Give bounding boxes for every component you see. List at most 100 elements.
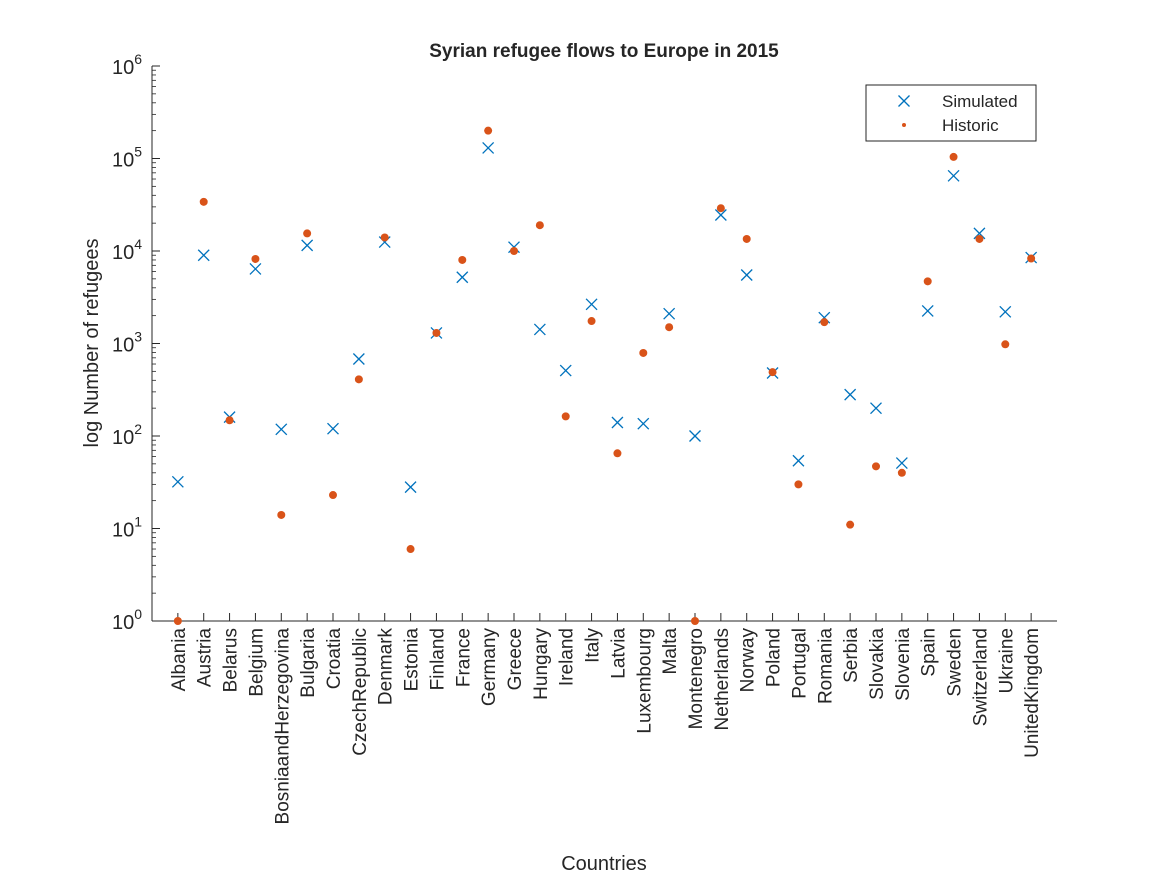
simulated-point — [197, 249, 210, 262]
simulated-point — [533, 323, 546, 336]
y-tick-label: 100 — [112, 606, 142, 634]
x-tick-label: Slovenia — [893, 628, 914, 701]
historic-point — [846, 520, 855, 529]
simulated-point — [663, 307, 676, 320]
x-tick-label: Spain — [919, 628, 940, 677]
y-tick-label: 103 — [112, 329, 142, 357]
historic-point — [820, 318, 829, 327]
x-tick-label: Greece — [505, 628, 526, 690]
historic-point — [535, 221, 544, 230]
historic-point — [716, 204, 725, 213]
historic-point — [561, 412, 570, 421]
x-tick-label: Ukraine — [996, 628, 1017, 693]
legend-box — [865, 84, 1037, 142]
simulated-point — [844, 388, 857, 401]
x-axis-label: Countries — [561, 853, 647, 875]
historic-point — [458, 255, 467, 264]
historic-point — [1027, 254, 1036, 263]
y-tick-label: 105 — [112, 144, 142, 172]
historic-point — [587, 317, 596, 326]
historic-point — [380, 233, 389, 242]
x-tick-label: Sweden — [945, 628, 966, 697]
y-tick-label: 102 — [112, 421, 142, 449]
historic-point — [1001, 340, 1010, 349]
simulated-point — [559, 364, 572, 377]
historic-point — [897, 468, 906, 477]
historic-point — [949, 152, 958, 161]
historic-point — [691, 617, 699, 625]
y-tick-label: 101 — [112, 514, 142, 542]
historic-point — [872, 462, 880, 471]
x-tick-label: Italy — [583, 628, 604, 663]
y-axis-label: log Number of refugees — [81, 238, 103, 447]
y-tick-label: 106 — [112, 51, 142, 79]
historic-point — [277, 510, 286, 519]
x-tick-label: Germany — [479, 628, 500, 707]
simulated-point — [249, 262, 262, 275]
simulated-point — [973, 227, 986, 240]
x-tick-label: Romania — [815, 628, 836, 704]
x-tick-label: Latvia — [608, 628, 629, 679]
x-tick-label: France — [453, 628, 474, 687]
simulated-point — [895, 457, 908, 470]
x-tick-label: Slovakia — [867, 628, 888, 700]
y-tick-label: 104 — [112, 236, 142, 264]
simulated-point — [999, 305, 1012, 318]
x-tick-label: Austria — [195, 628, 216, 688]
historic-point — [484, 126, 493, 135]
x-tick-label: Norway — [738, 628, 759, 693]
simulated-point — [404, 481, 417, 494]
legend-label: Historic — [942, 116, 999, 135]
historic-point — [613, 449, 622, 458]
legend: Simulated Historic — [865, 84, 1037, 142]
simulated-point — [352, 353, 365, 365]
historic-point — [225, 416, 234, 425]
historic-point — [742, 234, 751, 243]
historic-point — [173, 617, 182, 625]
x-tick-label: BosniaandHerzegovina — [272, 628, 293, 825]
historic-point — [303, 229, 312, 238]
historic-point — [639, 348, 648, 357]
simulated-point — [482, 142, 495, 154]
simulated-point — [947, 169, 960, 182]
x-tick-label: Portugal — [789, 628, 810, 699]
simulated-point — [301, 239, 314, 252]
simulated-point — [921, 304, 934, 317]
x-tick-label: Finland — [427, 628, 448, 690]
x-tick-label: Poland — [764, 628, 785, 687]
historic-point — [768, 368, 777, 377]
simulated-point — [689, 430, 701, 442]
historic-point — [794, 480, 803, 489]
historic-point — [406, 545, 415, 554]
x-tick-label: UnitedKingdom — [1022, 628, 1043, 758]
historic-point — [354, 375, 363, 384]
x-tick-label: Switzerland — [970, 628, 991, 726]
legend-marker-historic — [902, 123, 906, 127]
historic-point — [199, 197, 208, 206]
x-tick-label: CzechRepublic — [350, 628, 371, 756]
historic-point — [510, 247, 518, 255]
x-tick-label: Croatia — [324, 628, 345, 690]
x-tick-label: Bulgaria — [298, 628, 319, 698]
x-tick-label: Ireland — [557, 628, 578, 686]
historic-point — [329, 491, 337, 500]
legend-label: Simulated — [942, 92, 1018, 111]
historic-point — [975, 234, 984, 243]
simulated-point — [637, 417, 650, 430]
simulated-point — [585, 298, 598, 311]
simulated-point — [740, 269, 753, 281]
x-tick-label: Serbia — [841, 628, 862, 683]
simulated-point — [275, 423, 288, 436]
x-tick-label: Estonia — [402, 628, 423, 692]
simulated-point — [611, 416, 624, 429]
x-tick-label: Belgium — [246, 628, 267, 697]
simulated-point — [714, 209, 727, 221]
x-tick-label: Denmark — [376, 628, 397, 706]
x-tick-label: Netherlands — [712, 628, 733, 730]
x-tick-label: Hungary — [531, 628, 552, 700]
historic-point — [923, 277, 932, 286]
simulated-point — [171, 475, 184, 488]
x-tick-label: Luxembourg — [634, 628, 655, 734]
